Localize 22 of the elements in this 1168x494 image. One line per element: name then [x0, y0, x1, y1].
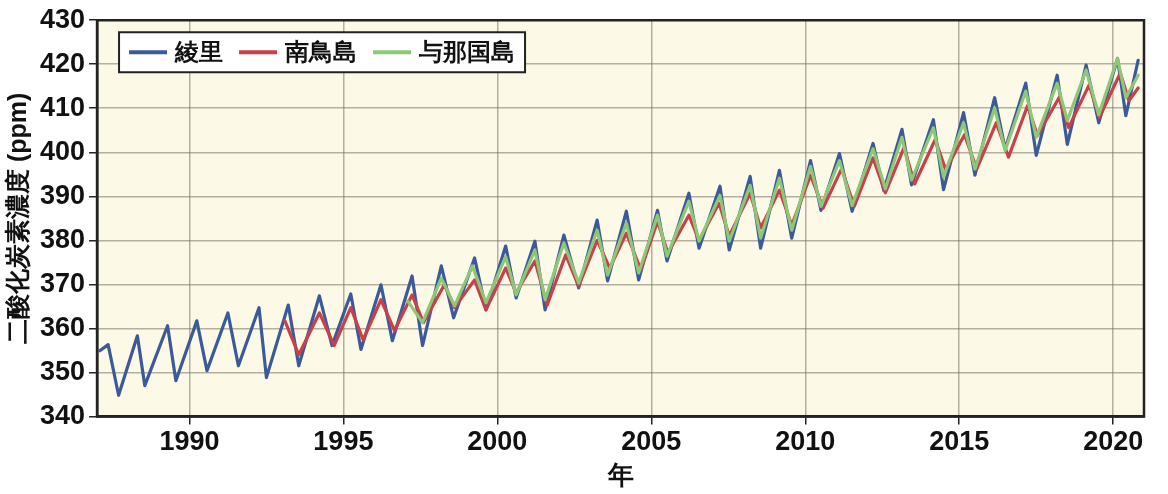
x-tick-label: 2015	[929, 426, 990, 457]
x-tick-label: 1990	[159, 426, 220, 457]
x-tick-label: 2010	[775, 426, 836, 457]
x-tick-label: 2000	[467, 426, 528, 457]
y-tick-label: 360	[39, 311, 86, 342]
y-axis-title: 二酸化炭素濃度 (ppm)	[2, 92, 31, 344]
y-tick-label: 430	[39, 3, 86, 34]
y-tick-label: 410	[39, 91, 86, 122]
y-tick-label: 390	[39, 179, 86, 210]
x-tick-label: 2005	[621, 426, 682, 457]
y-tick-label: 370	[39, 267, 86, 298]
y-tick-label: 380	[39, 223, 86, 254]
y-tick-label: 400	[39, 135, 86, 166]
x-tick-label: 1995	[313, 426, 374, 457]
x-axis-title: 年	[606, 459, 634, 490]
legend-label: 綾里	[174, 37, 224, 65]
legend-label: 与那国島	[418, 37, 516, 65]
y-tick-label: 340	[39, 399, 86, 430]
y-tick-label: 420	[39, 47, 86, 78]
legend-label: 南鳥島	[284, 37, 358, 65]
y-tick-label: 350	[39, 355, 86, 386]
x-tick-label: 2020	[1083, 426, 1144, 457]
